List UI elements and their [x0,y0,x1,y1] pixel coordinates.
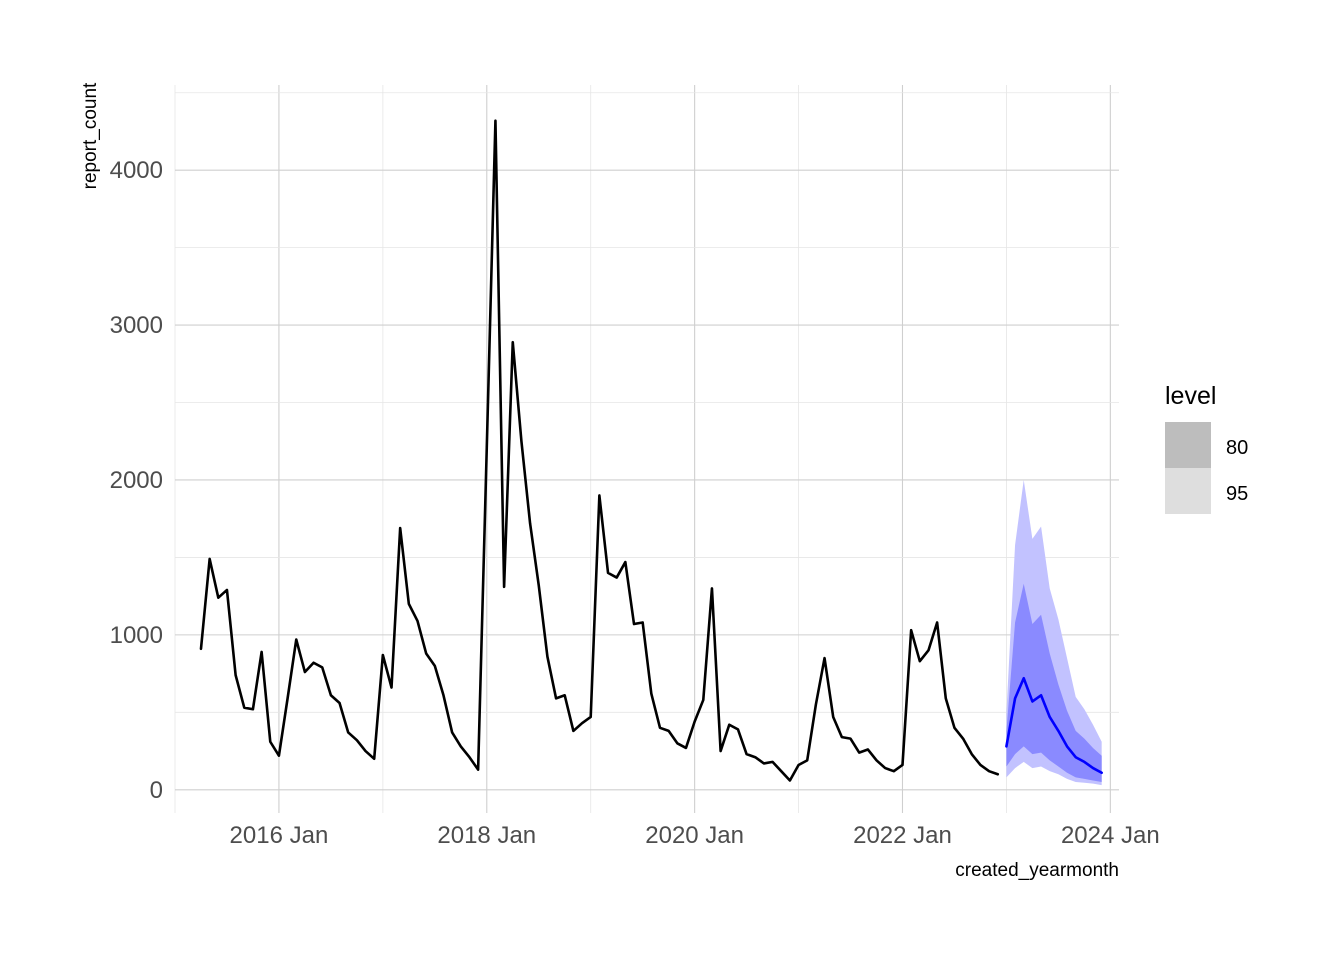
y-axis-title: report_count [80,82,101,189]
legend-swatch-95 [1165,468,1211,514]
legend-label-80: 80 [1226,437,1248,459]
y-tick-label: 3000 [110,312,163,339]
forecast-mean-line [1005,676,1103,775]
x-tick-label: 2024 Jan [1061,822,1160,849]
x-tick-label: 2016 Jan [230,822,329,849]
y-tick-label: 0 [150,777,163,804]
legend: level 80 95 [1165,382,1248,514]
legend-label-95: 95 [1226,483,1248,505]
series-lines [199,119,1103,782]
grid [174,85,1119,813]
forecast-band-80 [1006,583,1102,783]
x-tick-label: 2022 Jan [853,822,952,849]
y-tick-label: 1000 [110,622,163,649]
y-tick-label: 2000 [110,467,163,494]
forecast-bands [1006,479,1102,786]
legend-title: level [1165,382,1216,410]
y-axis-ticks: 0 1000 2000 3000 4000 [110,157,163,804]
history-line [199,119,1000,782]
y-tick-label: 4000 [110,157,163,184]
x-tick-label: 2018 Jan [437,822,536,849]
x-axis-ticks: 2016 Jan 2018 Jan 2020 Jan 2022 Jan 2024 Jan [230,822,1160,849]
x-axis-title: created_yearmonth [955,860,1119,881]
legend-swatch-80 [1165,422,1211,468]
x-tick-label: 2020 Jan [645,822,744,849]
